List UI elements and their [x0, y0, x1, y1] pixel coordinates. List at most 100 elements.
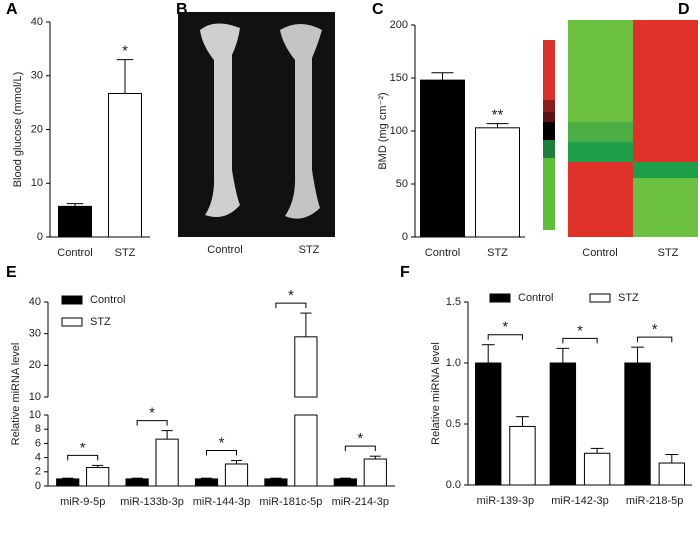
x-tick-label: miR-181c-5p: [259, 496, 322, 508]
significance: *: [219, 434, 225, 451]
x-tick-label: miR-144-3p: [193, 496, 250, 508]
image-caption: Control: [207, 244, 242, 256]
y-tick-label: 0.0: [446, 479, 461, 491]
legend-label: STZ: [618, 292, 639, 304]
colorbar-segment: [543, 122, 555, 140]
significance: *: [80, 439, 86, 456]
bar: [194, 478, 219, 487]
y-axis-label: Relative miRNA level: [430, 342, 442, 445]
bar: [294, 336, 318, 398]
image-caption: STZ: [299, 244, 320, 256]
y-tick-label: 20: [31, 123, 43, 135]
bone-stz: [280, 24, 322, 219]
y-tick-label: 150: [390, 72, 408, 84]
bar: [294, 414, 318, 487]
x-tick-label: STZ: [487, 247, 508, 259]
significance: *: [652, 321, 658, 338]
legend-swatch: [589, 293, 611, 303]
colorbar-segment: [543, 158, 555, 230]
y-tick-label: 0: [37, 231, 43, 243]
bar: [475, 362, 502, 486]
heatmap-cell: [568, 122, 633, 142]
y-tick-label: 200: [390, 19, 408, 31]
bar: [58, 205, 92, 238]
significance-bracket: [206, 449, 237, 456]
legend-swatch: [61, 295, 83, 305]
bar: [509, 425, 536, 486]
significance-bracket: [637, 336, 673, 343]
bar: [86, 467, 110, 487]
panel-letter: C: [372, 1, 384, 18]
legend-label: Control: [518, 292, 553, 304]
colorbar-segment: [543, 40, 555, 100]
bar: [155, 438, 179, 487]
y-tick-label: 20: [29, 359, 41, 371]
y-tick-label: 10: [31, 177, 43, 189]
heatmap-cell: [568, 162, 633, 237]
colorbar-segment: [543, 112, 555, 122]
bar: [549, 362, 577, 486]
bar: [108, 92, 142, 238]
legend-label: Control: [90, 294, 125, 306]
radiograph: [178, 12, 335, 237]
y-tick-label: 6: [35, 437, 41, 449]
heatmap-column-label: STZ: [658, 247, 679, 259]
y-tick-label: 40: [29, 296, 41, 308]
y-tick-label: 30: [29, 328, 41, 340]
significance-bracket: [487, 334, 523, 340]
heatmap-cell: [568, 20, 633, 142]
x-tick-label: miR-214-3p: [332, 496, 389, 508]
legend-swatch: [489, 293, 511, 303]
significance-bracket: [136, 420, 168, 426]
bar: [420, 79, 465, 238]
bar: [56, 478, 80, 487]
legend-label: STZ: [90, 316, 111, 328]
colorbar-segment: [543, 100, 555, 112]
y-tick-label: 10: [29, 391, 41, 403]
panel-letter: D: [678, 1, 690, 18]
x-tick-label: miR-133b-3p: [120, 496, 184, 508]
bar: [264, 478, 288, 487]
legend-swatch: [61, 317, 83, 327]
x-tick-label: miR-139-3p: [477, 495, 534, 507]
bar: [583, 452, 611, 486]
y-axis-label: BMD (mg cm⁻²): [377, 92, 389, 169]
bar: [475, 127, 520, 238]
bar: [333, 478, 357, 487]
significance: *: [288, 287, 294, 304]
y-tick-label: 10: [29, 409, 41, 421]
significance: **: [492, 107, 504, 124]
significance-bracket: [275, 302, 307, 309]
y-tick-label: 30: [31, 70, 43, 82]
bar: [363, 458, 387, 487]
panel-letter: A: [6, 1, 18, 18]
bar: [658, 462, 685, 486]
bone-control: [200, 23, 240, 218]
y-tick-label: 100: [390, 125, 408, 137]
heatmap-cell: [633, 162, 698, 178]
x-tick-label: STZ: [115, 247, 136, 259]
bar: [125, 478, 149, 487]
bar: [224, 463, 249, 487]
y-tick-label: 8: [35, 423, 41, 435]
heatmap-column-label: Control: [582, 247, 617, 259]
significance: *: [577, 322, 583, 339]
significance: *: [149, 405, 155, 422]
heatmap-cell: [633, 178, 698, 237]
y-tick-label: 0: [35, 480, 41, 492]
heatmap-cell: [633, 20, 698, 162]
significance-bracket: [344, 445, 376, 452]
heatmap-cell: [568, 142, 633, 162]
bar: [624, 362, 651, 486]
panel-letter: B: [176, 1, 188, 18]
y-tick-label: 40: [31, 16, 43, 28]
y-tick-label: 0: [402, 231, 408, 243]
y-tick-label: 0.5: [446, 418, 461, 430]
significance: *: [502, 319, 508, 336]
panel-letter: F: [400, 264, 410, 281]
y-tick-label: 2: [35, 466, 41, 478]
y-tick-label: 1.5: [446, 296, 461, 308]
heatmap: [543, 20, 698, 237]
significance: *: [122, 43, 128, 60]
